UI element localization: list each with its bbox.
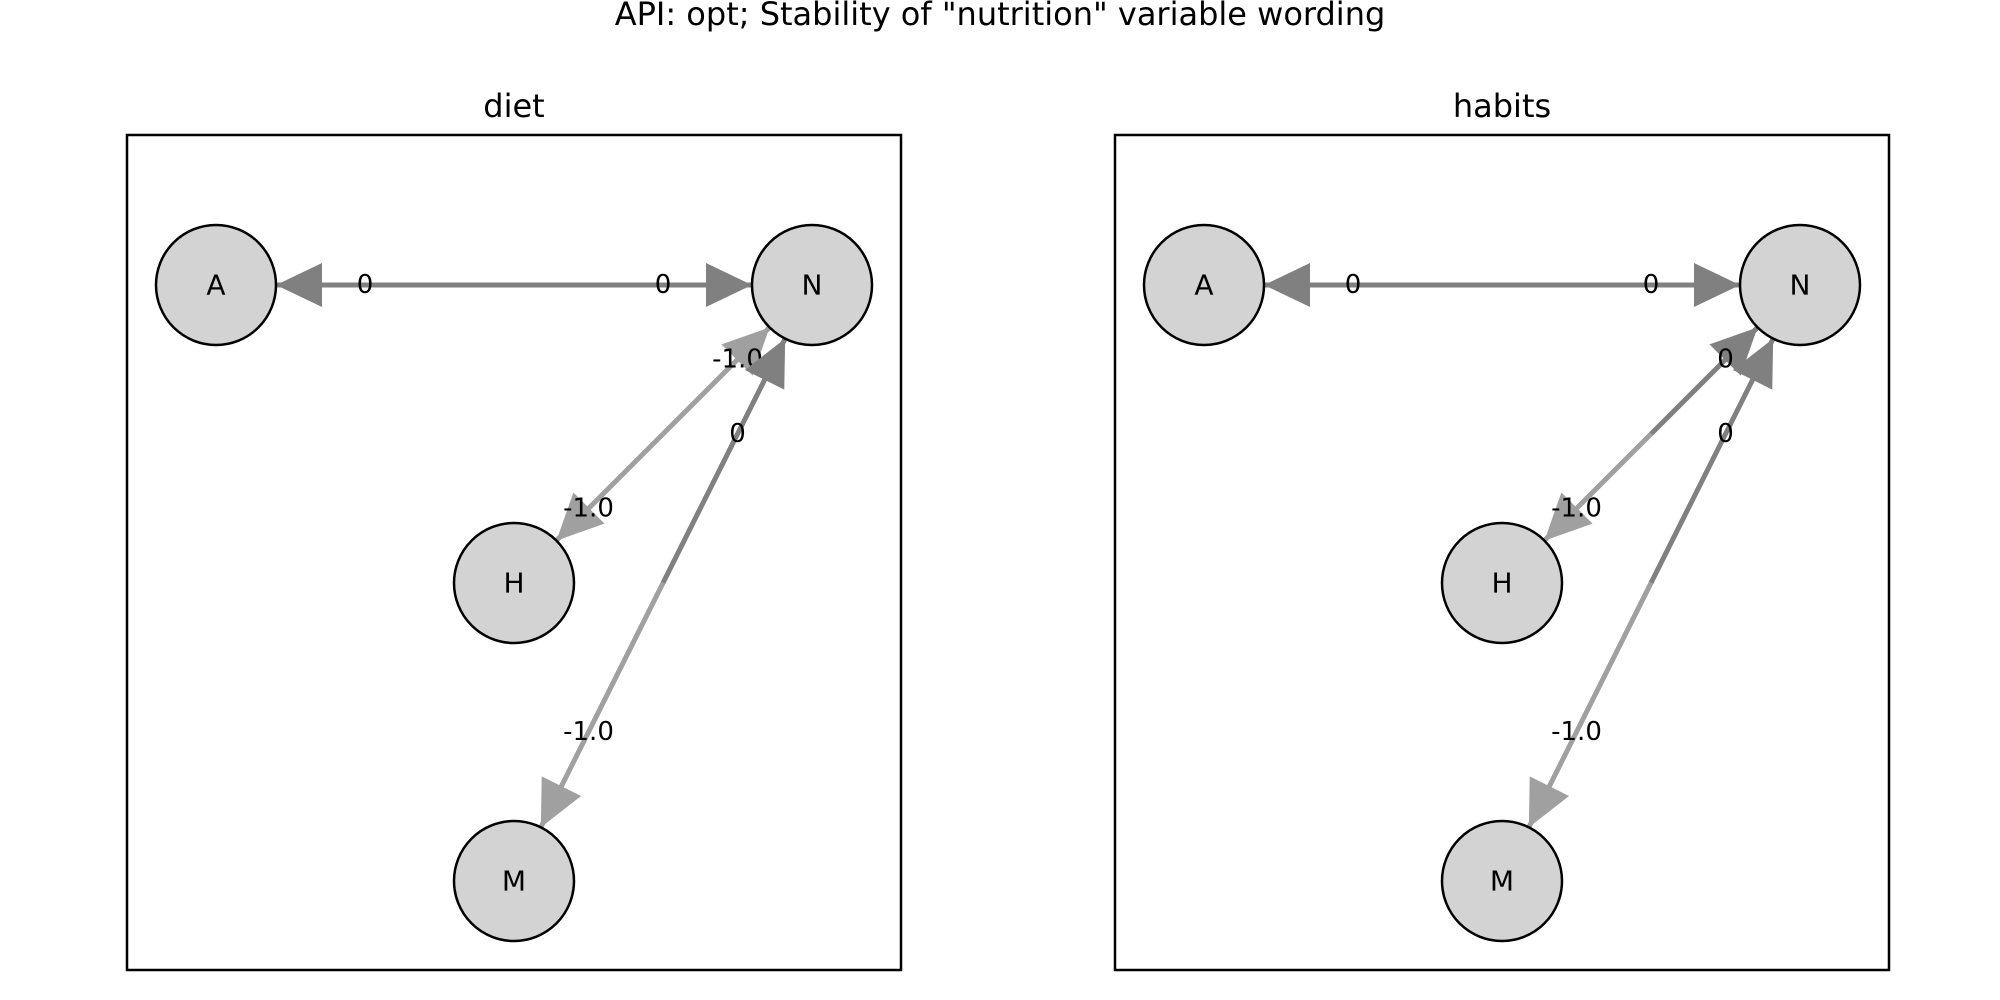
edge-weight-label: 0 xyxy=(1717,419,1734,449)
edge-weight-label: 0 xyxy=(729,419,746,449)
arrowhead-source xyxy=(1709,327,1758,376)
arrowhead-source xyxy=(744,338,786,390)
edge-layer: 0 0-1.0-1.00-1.0 xyxy=(276,263,788,829)
edge-weight-label: -1.0 xyxy=(1551,717,1602,747)
edge-weight-label: 0 xyxy=(1345,270,1362,300)
panel-habits: habits 0 00-1.00-1.0 A NHM xyxy=(1113,87,1891,972)
node-label: M xyxy=(1490,865,1514,898)
arrowhead-target xyxy=(556,492,605,541)
node-label: N xyxy=(1790,269,1811,302)
node-circle xyxy=(452,819,576,943)
arrowhead-target xyxy=(1694,263,1740,307)
node-label: A xyxy=(206,269,225,302)
edge-layer: 0 00-1.00-1.0 xyxy=(1264,263,1776,829)
edge-weight-label: 0 xyxy=(655,270,672,300)
arrowhead-source xyxy=(276,263,322,307)
node-n: N xyxy=(1738,223,1862,347)
edge-n-h: -1.0-1.0 xyxy=(554,325,772,543)
node-layer: A N H M xyxy=(1142,223,1862,943)
node-label: N xyxy=(802,269,823,302)
edge-weight-label: 0 xyxy=(1643,270,1660,300)
node-circle xyxy=(1440,521,1564,645)
panel-frame xyxy=(125,133,903,972)
node-circle xyxy=(1440,819,1564,943)
edge-weight-label: -1.0 xyxy=(563,717,614,747)
panel-title: diet xyxy=(483,87,544,125)
node-a: A xyxy=(1142,223,1266,347)
node-label: H xyxy=(1491,567,1512,600)
node-circle xyxy=(1738,223,1862,347)
edge-n-m: 0 -1.0 xyxy=(1526,337,1776,829)
edge-n-h: 0 -1.0 xyxy=(1542,325,1760,543)
edge-n-m: 0 -1.0 xyxy=(538,337,788,829)
node-m: M xyxy=(1440,819,1564,943)
node-label: M xyxy=(502,865,526,898)
edge-weight-label: -1.0 xyxy=(1551,494,1602,524)
edge-weight-label: 0 xyxy=(357,270,374,300)
edge-weight-label: 0 xyxy=(1717,345,1734,375)
arrowhead-target xyxy=(706,263,752,307)
node-m: M xyxy=(452,819,576,943)
node-h: H xyxy=(452,521,576,645)
node-label: H xyxy=(503,567,524,600)
arrowhead-target xyxy=(1544,492,1593,541)
node-a: A xyxy=(154,223,278,347)
node-h: H xyxy=(1440,521,1564,645)
arrowhead-source xyxy=(1732,338,1774,390)
node-layer: A N H M xyxy=(154,223,874,943)
arrowhead-source xyxy=(721,327,770,376)
arrowhead-target xyxy=(540,776,582,828)
node-circle xyxy=(750,223,874,347)
arrowhead-source xyxy=(1264,263,1310,307)
figure-title: API: opt; Stability of "nutrition" varia… xyxy=(615,0,1386,33)
panel-title: habits xyxy=(1453,87,1551,125)
panel-diet: diet 0 0-1.0-1.00-1.0 A NHM xyxy=(125,87,903,972)
edge-weight-label: -1.0 xyxy=(563,494,614,524)
node-n: N xyxy=(750,223,874,347)
node-label: A xyxy=(1194,269,1213,302)
node-circle xyxy=(1142,223,1266,347)
node-circle xyxy=(452,521,576,645)
panel-frame xyxy=(1113,133,1891,972)
arrowhead-target xyxy=(1528,776,1570,828)
node-circle xyxy=(154,223,278,347)
